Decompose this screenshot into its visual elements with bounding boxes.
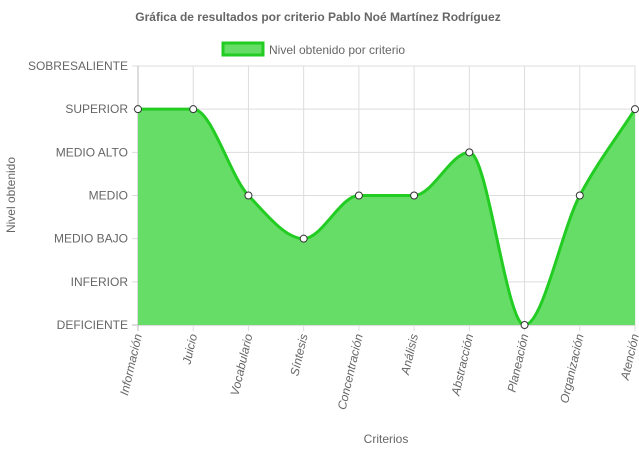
x-axis: Información Juicio Vocabulario Síntesis Conc… <box>117 332 639 411</box>
data-point-síntesis[interactable] <box>299 234 308 243</box>
data-point-juicio[interactable] <box>189 105 198 114</box>
x-tick-label: Concentración <box>335 332 366 411</box>
x-tick-label: Planeación <box>504 332 531 393</box>
y-tick-label: SOBRESALIENTE <box>28 59 128 73</box>
y-tick-label: MEDIO <box>89 189 128 203</box>
data-point-planeación[interactable] <box>520 321 529 329</box>
data-points <box>134 105 639 329</box>
chart-title: Gráfica de resultados por criterio Pablo… <box>135 10 500 24</box>
x-tick-label: Juicio <box>179 332 200 366</box>
data-point-abstracción[interactable] <box>465 148 474 157</box>
y-tick-label: MEDIO ALTO <box>56 145 128 159</box>
y-tick-label: MEDIO BAJO <box>54 232 128 246</box>
y-tick-label: INFERIOR <box>71 275 129 289</box>
x-tick-label: Abstracción <box>448 332 476 398</box>
legend[interactable]: Nivel obtenido por criterio <box>221 41 405 57</box>
data-point-concentración[interactable] <box>354 191 363 200</box>
data-point-vocabulario[interactable] <box>244 191 253 200</box>
x-tick-label: Información <box>117 332 145 397</box>
x-axis-title: Criterios <box>364 432 409 446</box>
y-tick-label: SUPERIOR <box>65 102 128 116</box>
data-point-análisis[interactable] <box>410 191 419 200</box>
data-point-atención[interactable] <box>631 105 639 114</box>
y-axis-title: Nivel obtenido <box>4 157 18 233</box>
x-tick-label: Vocabulario <box>228 332 256 397</box>
x-tick-label: Síntesis <box>287 333 310 378</box>
legend-swatch[interactable] <box>221 41 265 57</box>
y-tick-label: DEFICIENTE <box>57 318 128 332</box>
y-axis: DEFICIENTE INFERIOR MEDIO BAJO MEDIO MEDIO A… <box>28 59 128 332</box>
x-tick-label: Análisis <box>398 333 421 377</box>
data-point-información[interactable] <box>134 105 142 114</box>
legend-label[interactable]: Nivel obtenido por criterio <box>269 43 405 57</box>
x-tick-label: Atención <box>618 332 639 382</box>
series-area <box>138 109 635 326</box>
x-tick-label: Organización <box>557 332 587 404</box>
data-point-organización[interactable] <box>575 191 584 200</box>
